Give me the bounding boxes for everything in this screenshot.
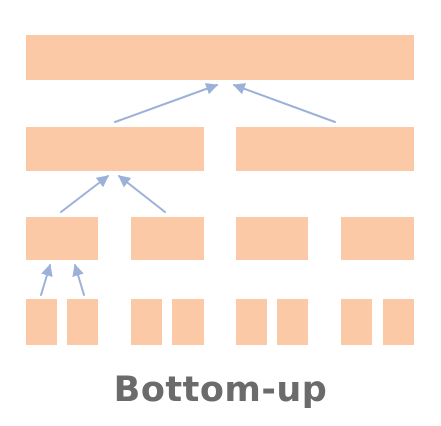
level-3-block xyxy=(131,217,204,260)
level-4-block xyxy=(131,299,162,345)
diagram-caption: Bottom-up xyxy=(113,370,328,410)
merge-arrow xyxy=(72,263,85,296)
level-2-row xyxy=(26,127,414,171)
level-3-block xyxy=(341,217,414,260)
level-2-block xyxy=(236,127,414,171)
level-4-block xyxy=(172,299,204,345)
level-4-block xyxy=(341,299,372,345)
level-3-block xyxy=(236,217,308,260)
merge-arrow xyxy=(60,175,109,213)
merge-arrow xyxy=(232,83,336,123)
level-1-block xyxy=(26,35,414,80)
level-4-block xyxy=(236,299,267,345)
level-4-block xyxy=(26,299,57,345)
level-1-row xyxy=(26,35,414,80)
level-4-row xyxy=(26,299,414,345)
level-4-block xyxy=(383,299,414,345)
merge-arrows-3-to-2 xyxy=(60,175,166,213)
level-2-block xyxy=(26,127,204,171)
level-3-row xyxy=(26,217,414,260)
merge-arrow xyxy=(114,83,219,123)
merge-arrows-2-to-1 xyxy=(114,83,336,123)
level-4-block xyxy=(67,299,98,345)
level-4-block xyxy=(277,299,308,345)
merge-arrow xyxy=(118,175,166,213)
merge-arrows-4-to-3 xyxy=(40,263,85,296)
merge-arrow xyxy=(40,263,53,296)
level-3-block xyxy=(26,217,98,260)
